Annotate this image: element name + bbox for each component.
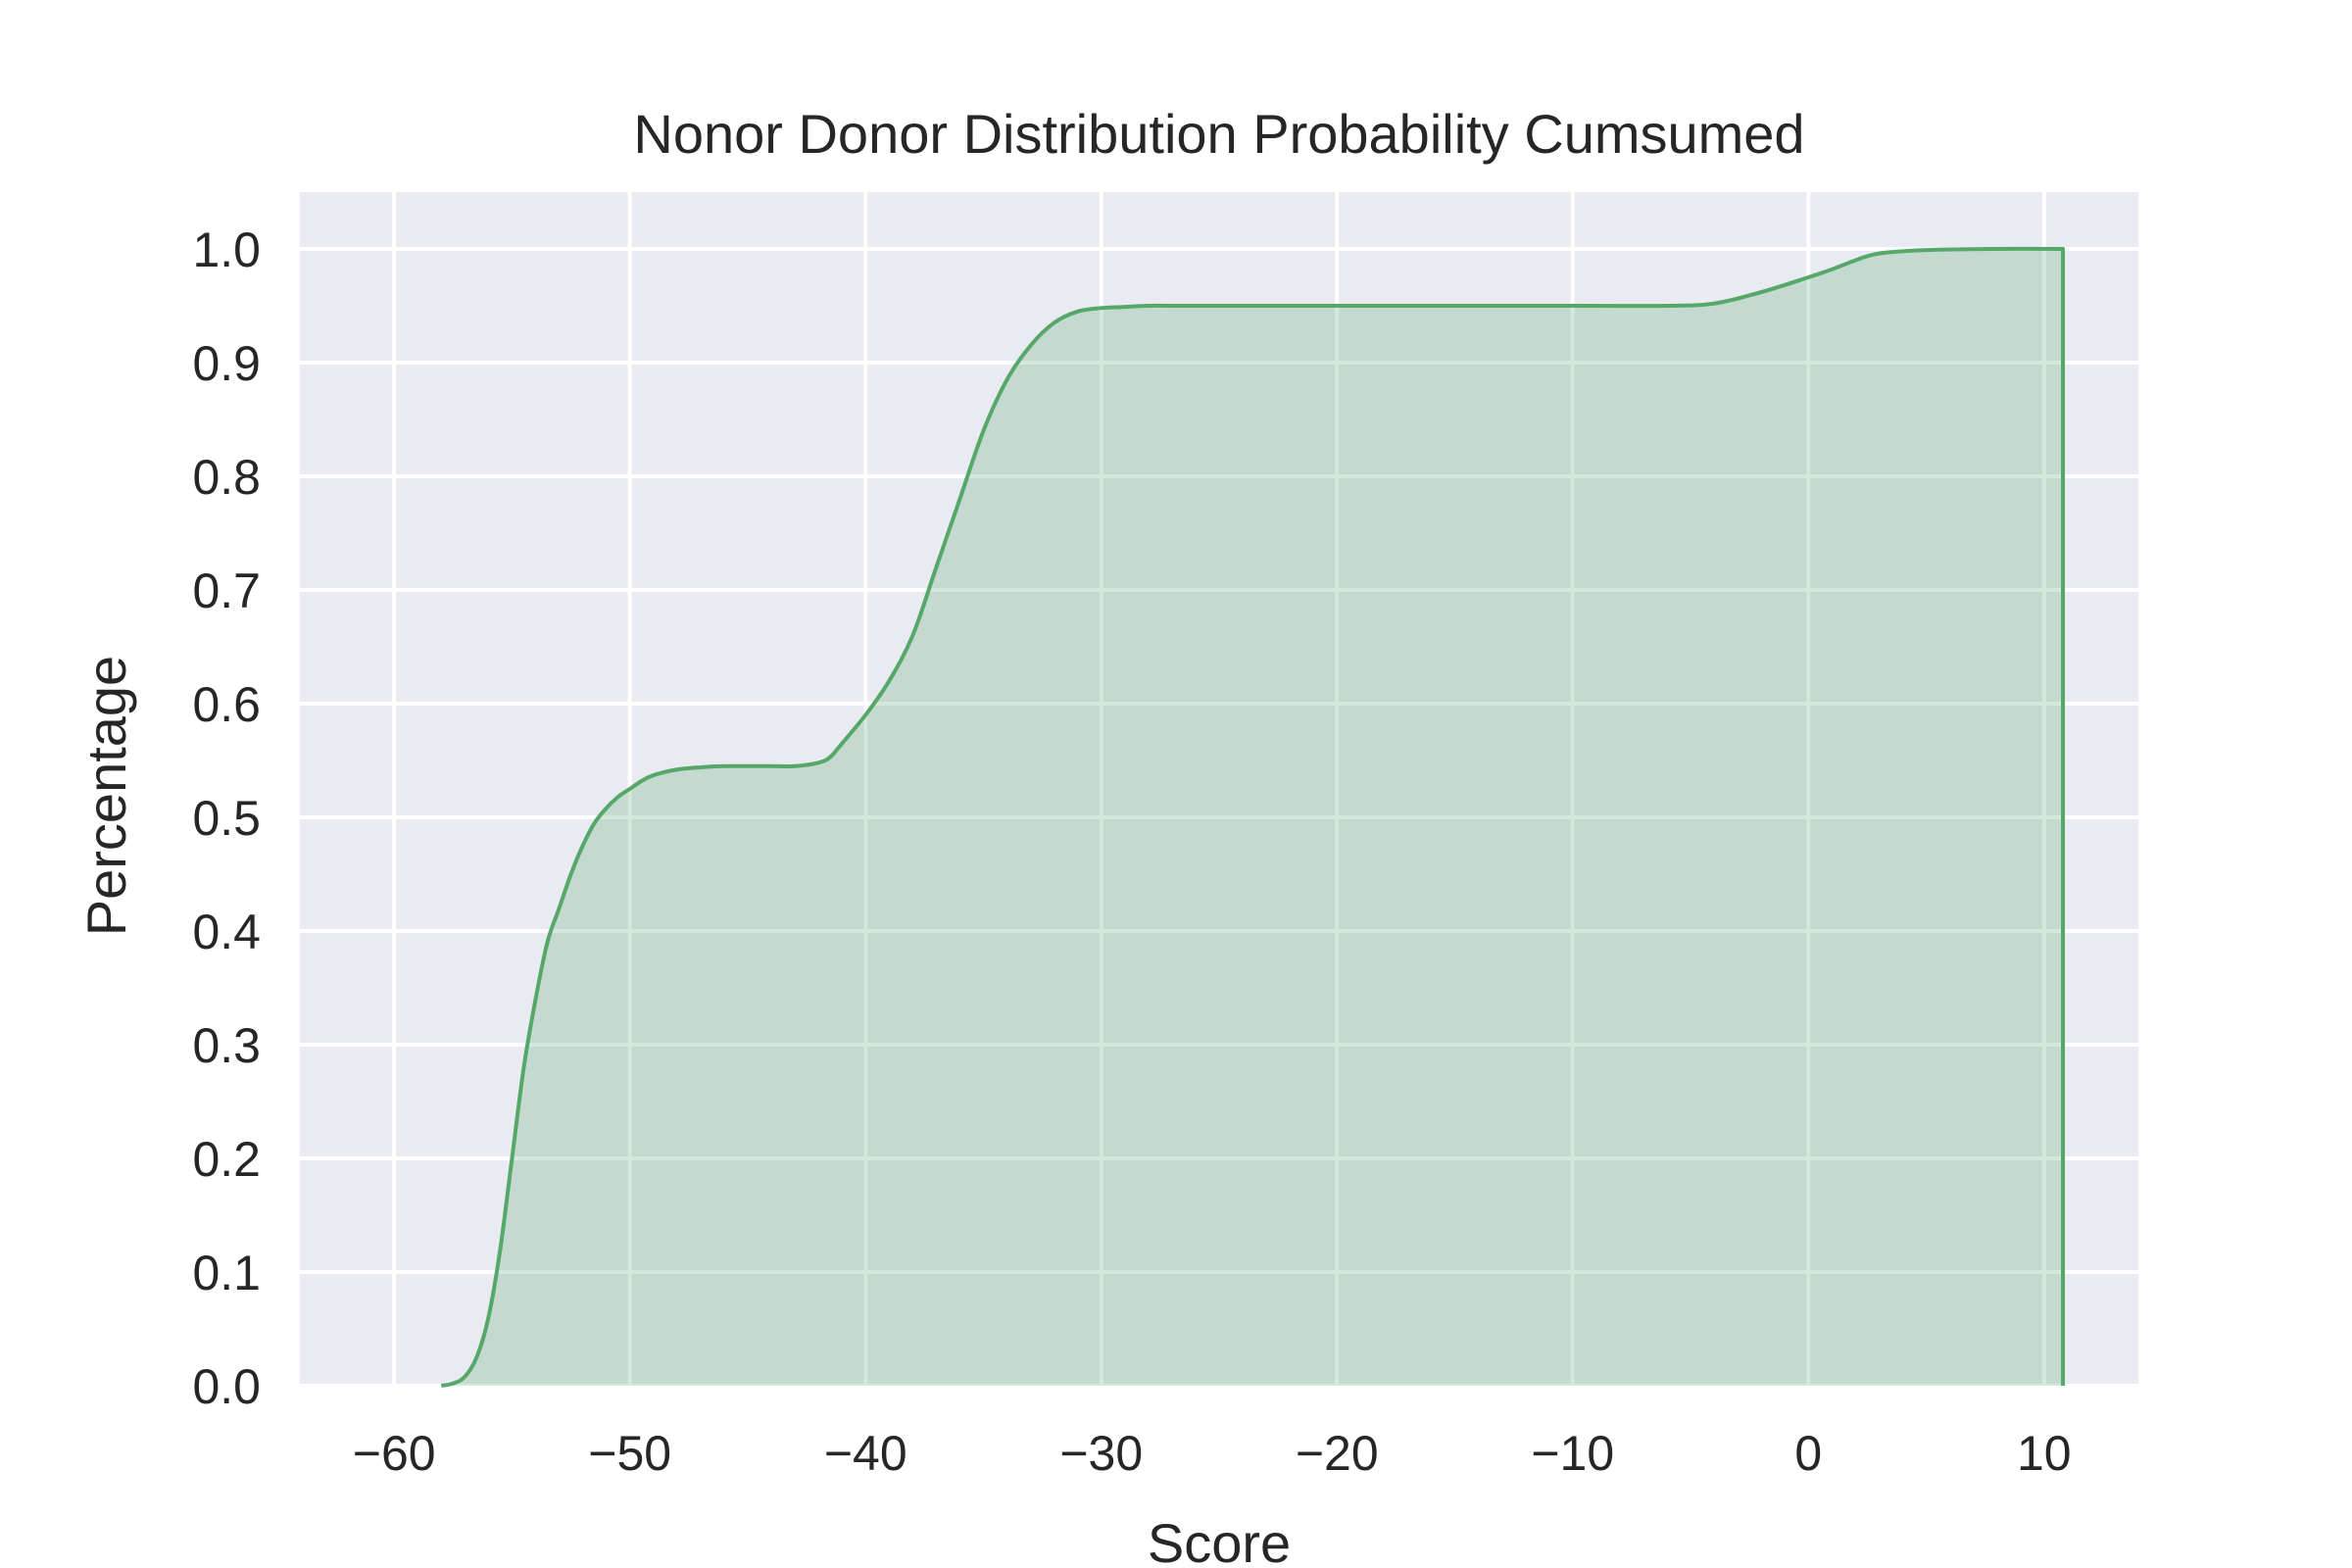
x-axis-label: Score	[1148, 1512, 1291, 1568]
y-tick-label: 1.0	[192, 222, 261, 277]
x-tick-label: −60	[353, 1426, 436, 1481]
y-tick-label: 0.4	[192, 905, 261, 959]
x-tick-label: −30	[1059, 1426, 1143, 1481]
x-tick-label: −10	[1531, 1426, 1614, 1481]
x-axis-ticks: −60 −50 −40 −30 −20 −10 0 10	[353, 1426, 2072, 1481]
y-tick-label: 0.5	[192, 791, 261, 846]
x-tick-label: −20	[1296, 1426, 1379, 1481]
x-tick-label: 0	[1794, 1426, 1822, 1481]
y-axis-ticks: 0.0 0.1 0.2 0.3 0.4 0.5 0.6 0.7 0.8 0.9 1.0	[192, 222, 261, 1414]
chart-title: Nonor Donor Distribution Probability Cum…	[633, 103, 1804, 165]
y-tick-label: 0.0	[192, 1359, 261, 1414]
x-tick-label: −50	[588, 1426, 671, 1481]
x-tick-label: −40	[824, 1426, 907, 1481]
y-tick-label: 0.2	[192, 1132, 261, 1187]
y-tick-label: 0.3	[192, 1018, 261, 1073]
y-axis-label: Percentage	[75, 656, 137, 936]
y-tick-label: 0.1	[192, 1246, 261, 1300]
y-tick-label: 0.6	[192, 677, 261, 732]
y-tick-label: 0.9	[192, 336, 261, 391]
y-tick-label: 0.7	[192, 564, 261, 618]
x-tick-label: 10	[2017, 1426, 2072, 1481]
y-tick-label: 0.8	[192, 450, 261, 505]
